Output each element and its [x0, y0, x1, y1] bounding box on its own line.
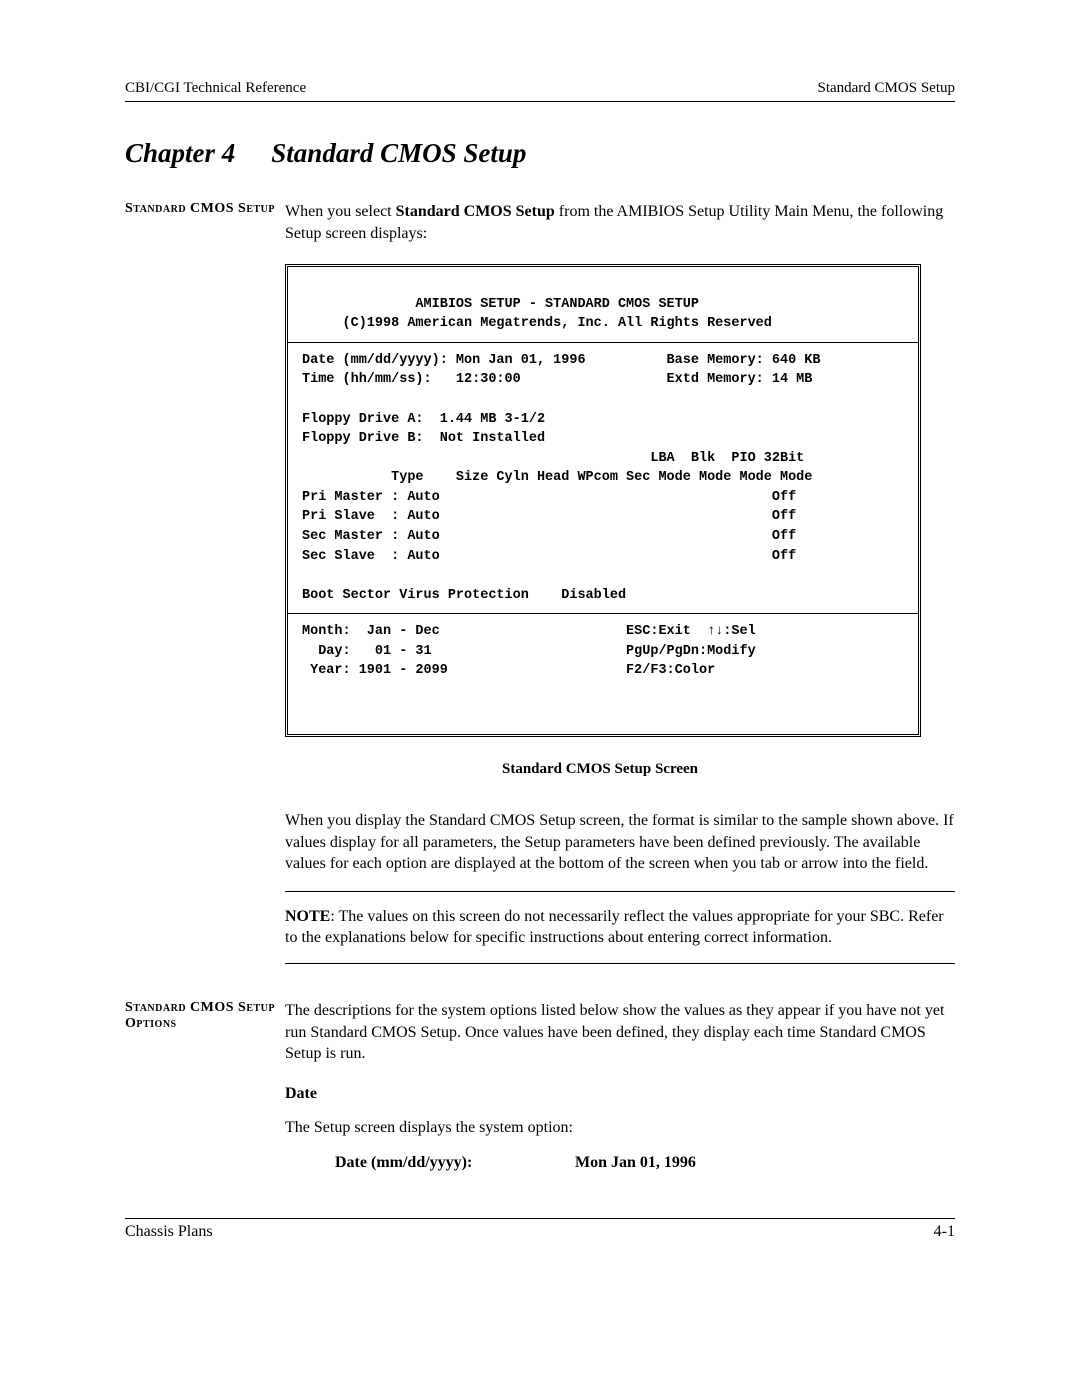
bios-hint3: Year: 1901 - 2099 F2/F3:Color [302, 663, 715, 678]
bios-pri-master: Pri Master : Auto Off [302, 490, 796, 505]
date-heading: Date [285, 1085, 955, 1103]
section-intro: When you select Standard CMOS Setup from… [285, 201, 955, 244]
bios-divider-top [288, 342, 918, 343]
date-option-label: Date (mm/dd/yyyy): [335, 1154, 575, 1172]
bios-divider-bottom [288, 613, 918, 614]
chapter-number: Chapter 4 [125, 138, 235, 169]
bios-floppy-b: Floppy Drive B: Not Installed [302, 431, 545, 446]
bios-col-head2: Type Size Cyln Head WPcom Sec Mode Mode … [302, 470, 812, 485]
date-option-line: Date (mm/dd/yyyy): Mon Jan 01, 1996 [335, 1154, 955, 1172]
bios-date: Date (mm/dd/yyyy): Mon Jan 01, 1996 Base… [302, 353, 820, 368]
intro-pre: When you select [285, 203, 396, 220]
header-right: Standard CMOS Setup [817, 80, 955, 97]
date-intro: The Setup screen displays the system opt… [285, 1117, 955, 1139]
bios-sec-slave: Sec Slave : Auto Off [302, 549, 796, 564]
bios-copyright: (C)1998 American Megatrends, Inc. All Ri… [302, 316, 772, 331]
bios-hint1: Month: Jan - Dec ESC:Exit ↑↓:Sel [302, 624, 756, 639]
bios-time: Time (hh/mm/ss): 12:30:00 Extd Memory: 1… [302, 372, 812, 387]
bios-screen-box: AMIBIOS SETUP - STANDARD CMOS SETUP (C)1… [285, 264, 921, 737]
note-label: NOTE [285, 908, 330, 925]
bios-col-head1: LBA Blk PIO 32Bit [302, 451, 804, 466]
footer-right: 4-1 [934, 1223, 955, 1241]
bios-hint2: Day: 01 - 31 PgUp/PgDn:Modify [302, 644, 756, 659]
footer-left: Chassis Plans [125, 1223, 213, 1241]
bios-title: AMIBIOS SETUP - STANDARD CMOS SETUP [302, 297, 699, 312]
bios-pri-slave: Pri Slave : Auto Off [302, 509, 796, 524]
section-label-standard-cmos-setup: Standard CMOS Setup [125, 201, 285, 244]
header-left: CBI/CGI Technical Reference [125, 80, 306, 97]
page-header: CBI/CGI Technical Reference Standard CMO… [125, 80, 955, 102]
page-footer: Chassis Plans 4-1 [125, 1223, 955, 1241]
chapter-name: Standard CMOS Setup [271, 138, 526, 168]
note-text: : The values on this screen do not neces… [285, 908, 944, 947]
bios-caption: Standard CMOS Setup Screen [285, 761, 915, 778]
bios-boot-sector: Boot Sector Virus Protection Disabled [302, 588, 626, 603]
note-rule-bottom [285, 963, 955, 964]
chapter-title: Chapter 4 Standard CMOS Setup [125, 138, 955, 169]
date-option-value: Mon Jan 01, 1996 [575, 1154, 696, 1172]
section2-text: The descriptions for the system options … [285, 1000, 955, 1065]
footer-rule [125, 1218, 955, 1219]
note-block: NOTE: The values on this screen do not n… [285, 906, 955, 949]
bios-floppy-a: Floppy Drive A: 1.44 MB 3-1/2 [302, 412, 545, 427]
intro-bold: Standard CMOS Setup [396, 203, 555, 220]
bios-sec-master: Sec Master : Auto Off [302, 529, 796, 544]
paragraph-1: When you display the Standard CMOS Setup… [285, 810, 955, 875]
note-rule-top [285, 891, 955, 892]
section-label-setup-options: Standard CMOS Setup Options [125, 1000, 285, 1065]
